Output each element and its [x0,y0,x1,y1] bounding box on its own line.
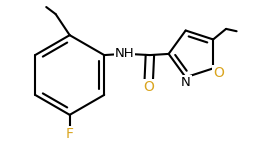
Text: F: F [66,127,74,141]
Text: O: O [213,66,224,80]
Text: O: O [143,80,154,94]
Text: N: N [181,76,191,89]
Text: NH: NH [114,47,134,60]
